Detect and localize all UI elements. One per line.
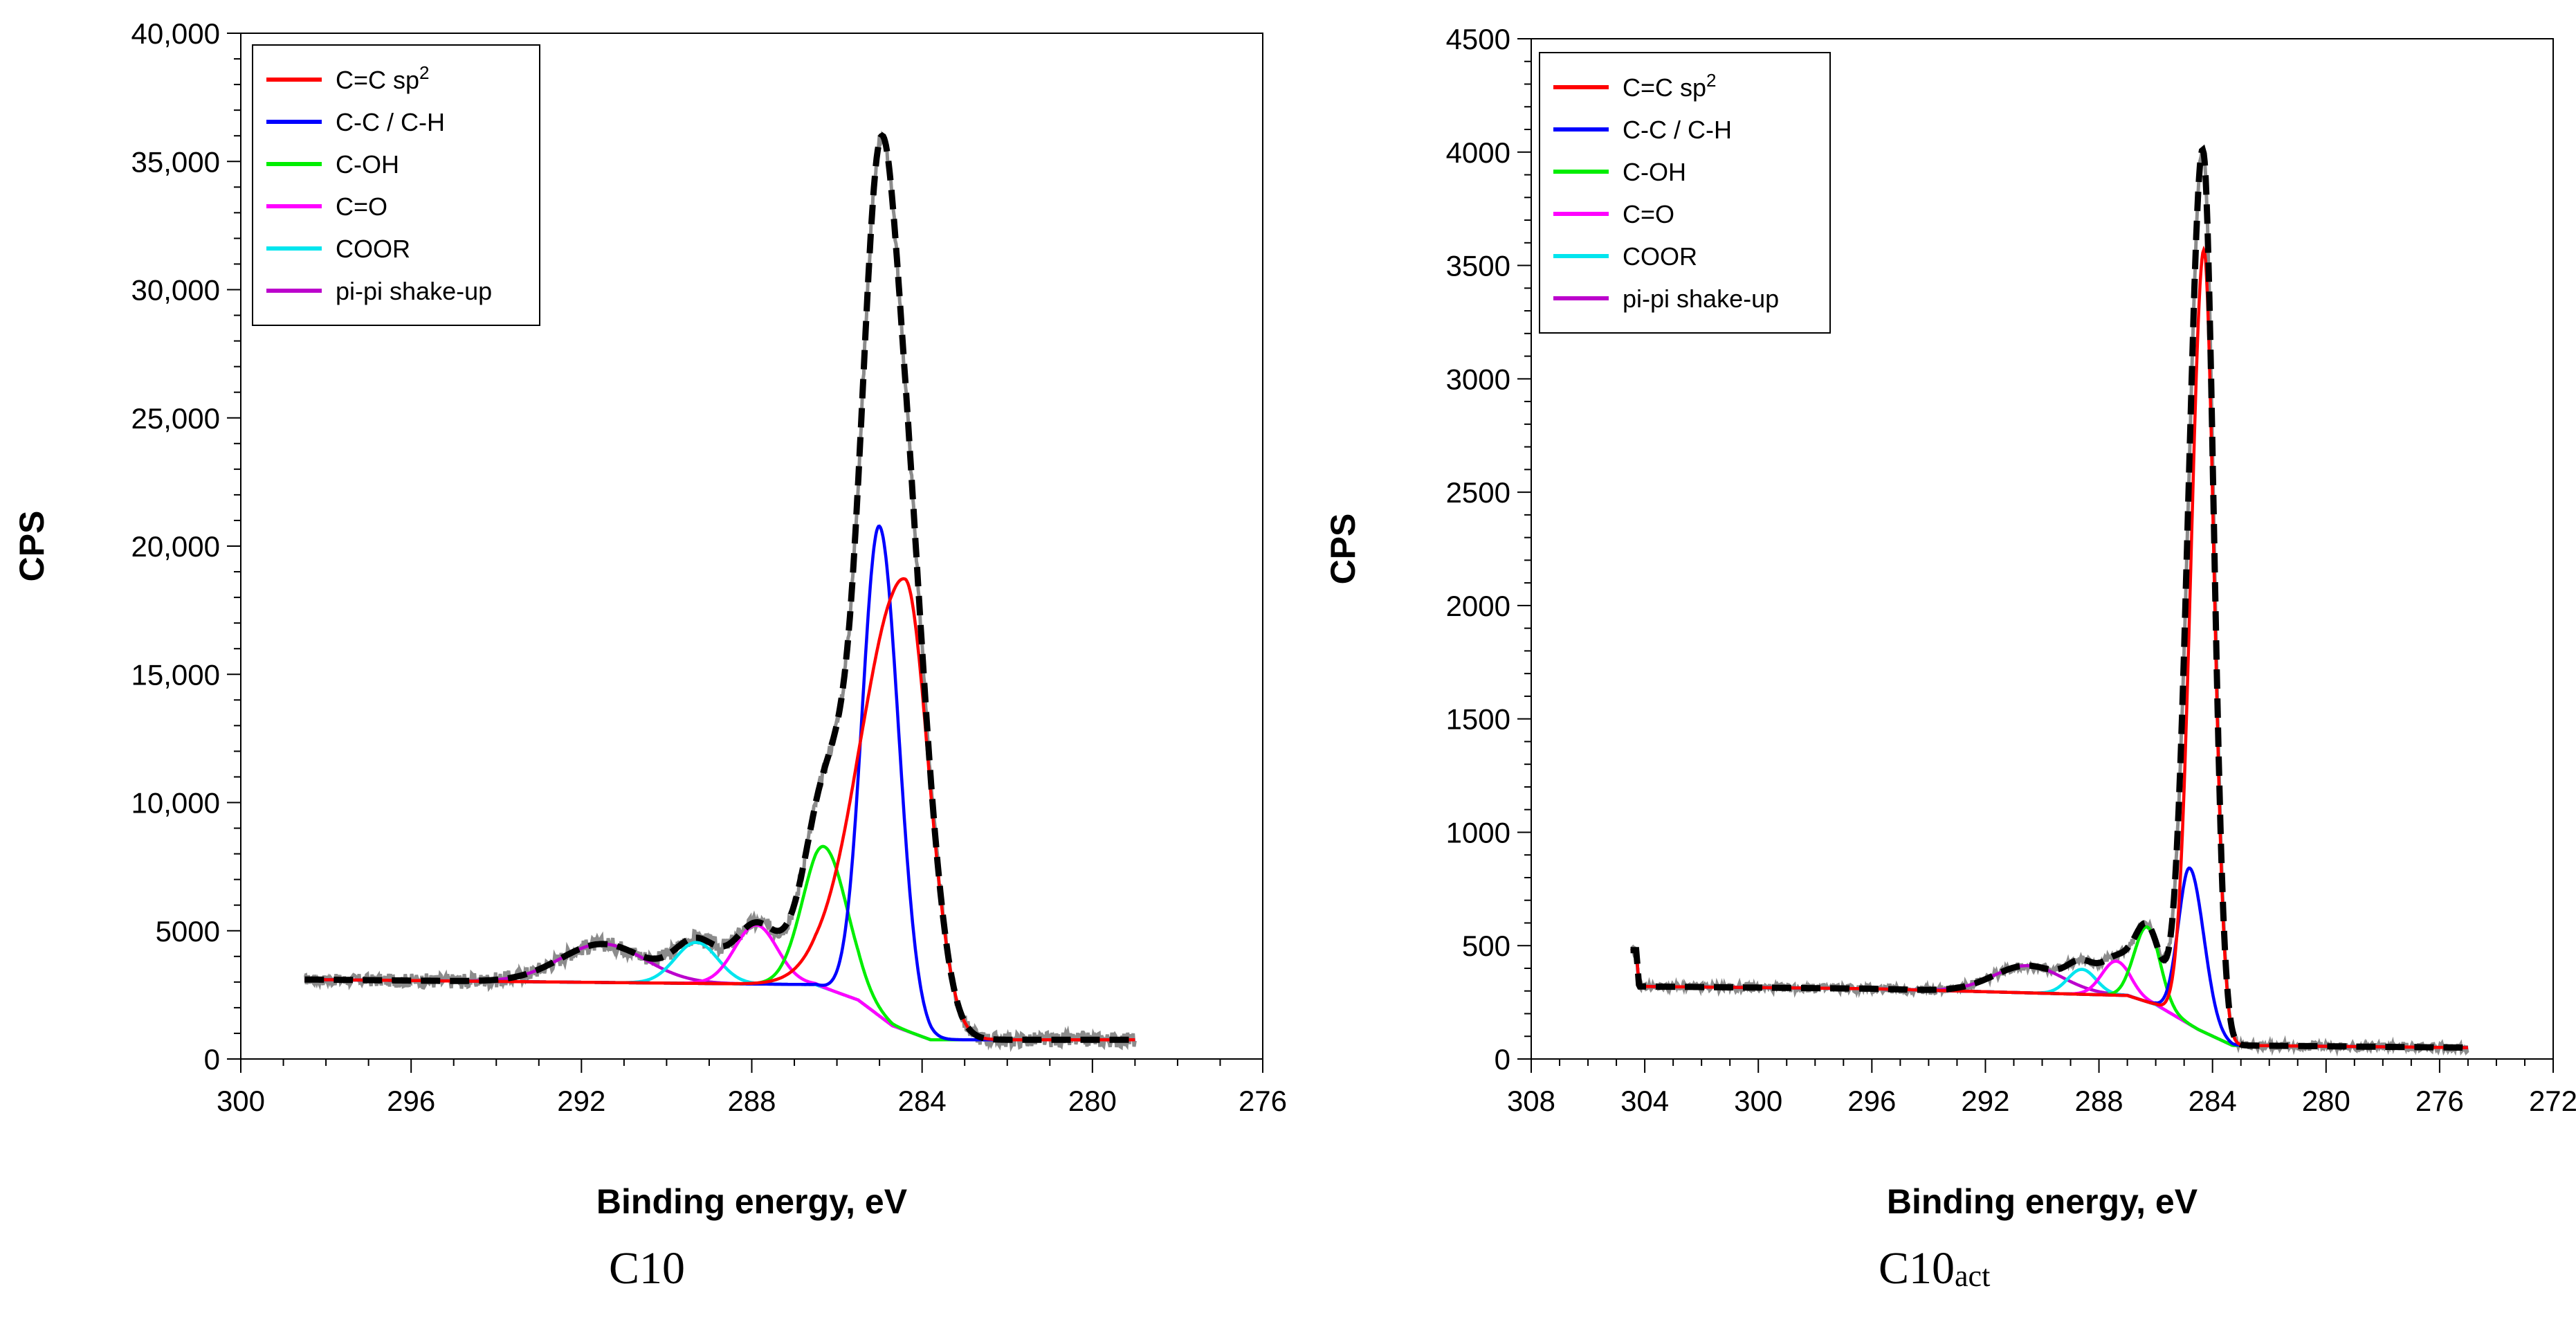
envelope-line	[304, 132, 1135, 1043]
legend-label-6: pi-pi shake-up	[1623, 284, 1779, 313]
series-line-4	[1630, 948, 2468, 1049]
y-tick-label: 30,000	[131, 274, 220, 307]
caption-right-subscript: act	[1955, 1259, 1991, 1293]
series-line-6	[1630, 948, 2468, 1049]
y-tick-label: 0	[204, 1043, 220, 1076]
x-tick-label: 308	[1507, 1085, 1555, 1117]
y-tick-label: 4000	[1446, 136, 1510, 169]
y-tick-label: 10,000	[131, 787, 220, 820]
chart-2: 0 500 1000 1500 2000 2500 3000 3500 4000 4500 308 3…	[1324, 23, 2576, 1221]
legend-label-5: COOR	[1623, 242, 1697, 271]
envelope-line	[1630, 144, 2468, 1051]
series-line-5	[1630, 948, 2468, 1049]
legend: C=C sp2 C-C / C-H C-OH C=O COOR pi-pi shake-u…	[252, 44, 540, 326]
y-tick-label: 4500	[1446, 23, 1510, 55]
x-tick-label: 284	[898, 1085, 947, 1117]
x-tick-label: 296	[387, 1085, 435, 1117]
series-line-1	[1630, 245, 2468, 1049]
legend-label-1: C=C sp2	[336, 62, 430, 94]
y-tick-label: 15,000	[131, 658, 220, 691]
y-tick-label: 0	[1495, 1043, 1510, 1076]
legend-box	[1539, 52, 1831, 334]
x-axis-label: Binding energy, eV	[596, 1182, 908, 1221]
legend-label-6: pi-pi shake-up	[336, 277, 492, 305]
y-tick-label: 3500	[1446, 250, 1510, 282]
caption-right: C10act	[1879, 1242, 1990, 1295]
y-tick-label: 500	[1462, 930, 1510, 962]
legend-label-4: C=O	[336, 192, 387, 221]
legend-label-2: C-C / C-H	[336, 108, 445, 136]
background-line	[304, 978, 1135, 1041]
x-tick-label: 284	[2189, 1085, 2237, 1117]
y-tick-label: 25,000	[131, 402, 220, 435]
legend-label-3: C-OH	[1623, 158, 1686, 186]
y-axis-label: CPS	[12, 511, 51, 582]
legend-label-2: C-C / C-H	[1623, 116, 1732, 144]
y-tick-label: 5000	[156, 915, 220, 948]
legend-label-3: C-OH	[336, 150, 399, 179]
caption-left: C10	[609, 1242, 685, 1295]
y-tick-label: 35,000	[131, 145, 220, 178]
series-line-2	[1630, 866, 2468, 1049]
caption-right-text: C10	[1879, 1243, 1955, 1294]
y-tick-label: 1500	[1446, 703, 1510, 736]
series-line-5	[304, 941, 1135, 1042]
legend-box	[252, 44, 540, 326]
legend-label-superscript: 2	[1706, 70, 1716, 91]
x-axis-label: Binding energy, eV	[1887, 1182, 2198, 1221]
legend: C=C sp2 C-C / C-H C-OH C=O COOR pi-pi shake-u…	[1539, 52, 1831, 334]
series-line-3	[304, 844, 1135, 1042]
chart-1: 0 5000 10,000 15,000 20,000 25,000 30,000 35,00…	[12, 17, 1287, 1221]
x-tick-label: 272	[2529, 1085, 2576, 1117]
x-tick-label: 292	[557, 1085, 605, 1117]
x-tick-label: 300	[1734, 1085, 1782, 1117]
x-tick-label: 296	[1847, 1085, 1896, 1117]
legend-label-1: C=C sp2	[1623, 70, 1717, 102]
legend-label-4: C=O	[1623, 200, 1674, 228]
y-tick-label: 1000	[1446, 816, 1510, 849]
y-tick-label: 3000	[1446, 363, 1510, 395]
background-line	[1630, 949, 2468, 1049]
x-tick-label: 276	[2415, 1085, 2464, 1117]
x-tick-label: 300	[217, 1085, 265, 1117]
x-tick-label: 304	[1620, 1085, 1669, 1117]
legend-label-5: COOR	[336, 235, 410, 263]
y-tick-label: 2000	[1446, 590, 1510, 622]
caption-left-text: C10	[609, 1243, 686, 1294]
x-tick-label: 280	[2302, 1085, 2350, 1117]
x-tick-label: 280	[1068, 1085, 1117, 1117]
x-tick-label: 288	[727, 1085, 776, 1117]
series-line-6	[304, 942, 1135, 1042]
y-axis-label: CPS	[1324, 514, 1362, 585]
legend-label-superscript: 2	[419, 62, 429, 83]
y-tick-label: 40,000	[131, 17, 220, 50]
y-tick-label: 2500	[1446, 476, 1510, 509]
y-tick-label: 20,000	[131, 530, 220, 563]
x-tick-label: 288	[2075, 1085, 2123, 1117]
x-tick-label: 276	[1239, 1085, 1287, 1117]
x-tick-label: 292	[1961, 1085, 2009, 1117]
